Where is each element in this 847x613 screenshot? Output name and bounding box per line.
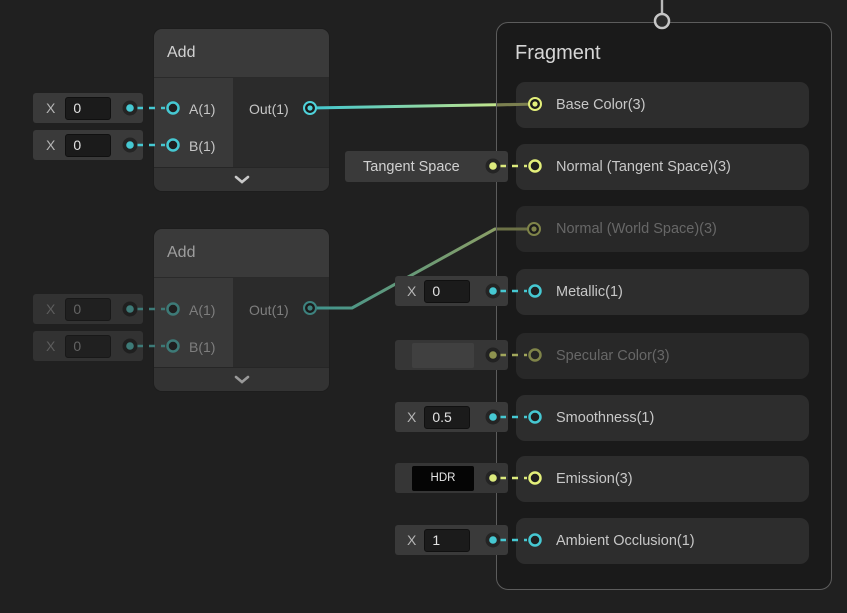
hdr-color-swatch[interactable]: HDR — [412, 465, 474, 491]
value-widget-metallic: X 0 — [395, 276, 508, 306]
x-label: X — [46, 338, 56, 354]
value-widget-add2-b: X 0 — [33, 331, 143, 361]
hdr-badge: HDR — [430, 472, 456, 484]
number-field[interactable]: 0.5 — [424, 405, 471, 429]
specular-color-widget — [395, 340, 508, 370]
fragment-stack-node[interactable]: Fragment Base Color(3) Normal (Tangent S… — [496, 22, 832, 590]
block-label: Normal (World Space)(3) — [556, 221, 717, 237]
node-add-1-title: Add — [154, 29, 329, 78]
block-label: Emission(3) — [556, 471, 633, 487]
block-ambient-occlusion[interactable]: Ambient Occlusion(1) — [516, 518, 809, 564]
block-normal-tangent[interactable]: Normal (Tangent Space)(3) — [516, 144, 809, 190]
chevron-down-icon — [234, 175, 249, 184]
value-widget-add2-a: X 0 — [33, 294, 143, 324]
block-label: Specular Color(3) — [556, 348, 670, 364]
node-add-1-input-column — [154, 78, 233, 167]
block-label: Normal (Tangent Space)(3) — [556, 159, 731, 175]
block-label: Smoothness(1) — [556, 410, 655, 426]
emission-color-widget: HDR — [395, 463, 508, 493]
number-field[interactable]: 0 — [65, 96, 112, 120]
node-add-1-body: A(1) B(1) Out(1) — [154, 78, 329, 167]
block-label: Base Color(3) — [556, 97, 646, 113]
value-widget-add1-b: X 0 — [33, 130, 143, 160]
node-add-2-title: Add — [154, 229, 329, 278]
x-label: X — [46, 100, 56, 116]
dropdown-value: Tangent Space — [363, 158, 460, 175]
port-label-a: A(1) — [189, 101, 216, 117]
node-add-2-collapse-bar[interactable] — [154, 367, 329, 391]
port-label-b: B(1) — [189, 339, 216, 355]
fragment-title: Fragment — [515, 42, 601, 64]
number-field[interactable]: 0 — [65, 133, 112, 157]
x-label: X — [407, 283, 417, 299]
number-field[interactable]: 1 — [424, 528, 471, 552]
value-widget-ambient-occlusion: X 1 — [395, 525, 508, 555]
port-label-a: A(1) — [189, 302, 216, 318]
block-emission[interactable]: Emission(3) — [516, 456, 809, 502]
block-metallic[interactable]: Metallic(1) — [516, 269, 809, 315]
block-specular-color[interactable]: Specular Color(3) — [516, 333, 809, 379]
value-widget-smoothness: X 0.5 — [395, 402, 508, 432]
node-add-1-collapse-bar[interactable] — [154, 167, 329, 191]
block-label: Ambient Occlusion(1) — [556, 533, 695, 549]
x-label: X — [407, 409, 417, 425]
block-label: Metallic(1) — [556, 284, 623, 300]
block-normal-world[interactable]: Normal (World Space)(3) — [516, 206, 809, 252]
block-base-color[interactable]: Base Color(3) — [516, 82, 809, 128]
port-label-b: B(1) — [189, 138, 216, 154]
node-add-2-body: A(1) B(1) Out(1) — [154, 278, 329, 367]
x-label: X — [46, 301, 56, 317]
number-field[interactable]: 0 — [65, 334, 112, 358]
number-field[interactable]: 0 — [65, 297, 112, 321]
node-add-1[interactable]: Add A(1) B(1) Out(1) — [153, 28, 330, 192]
color-swatch[interactable] — [412, 342, 474, 368]
node-add-2[interactable]: Add A(1) B(1) Out(1) — [153, 228, 330, 392]
tangent-space-dropdown[interactable]: Tangent Space — [345, 151, 508, 182]
x-label: X — [407, 532, 417, 548]
port-label-out: Out(1) — [249, 101, 289, 117]
port-label-out: Out(1) — [249, 302, 289, 318]
block-smoothness[interactable]: Smoothness(1) — [516, 395, 809, 441]
value-widget-add1-a: X 0 — [33, 93, 143, 123]
number-field[interactable]: 0 — [424, 279, 471, 303]
chevron-down-icon — [234, 375, 249, 384]
x-label: X — [46, 137, 56, 153]
